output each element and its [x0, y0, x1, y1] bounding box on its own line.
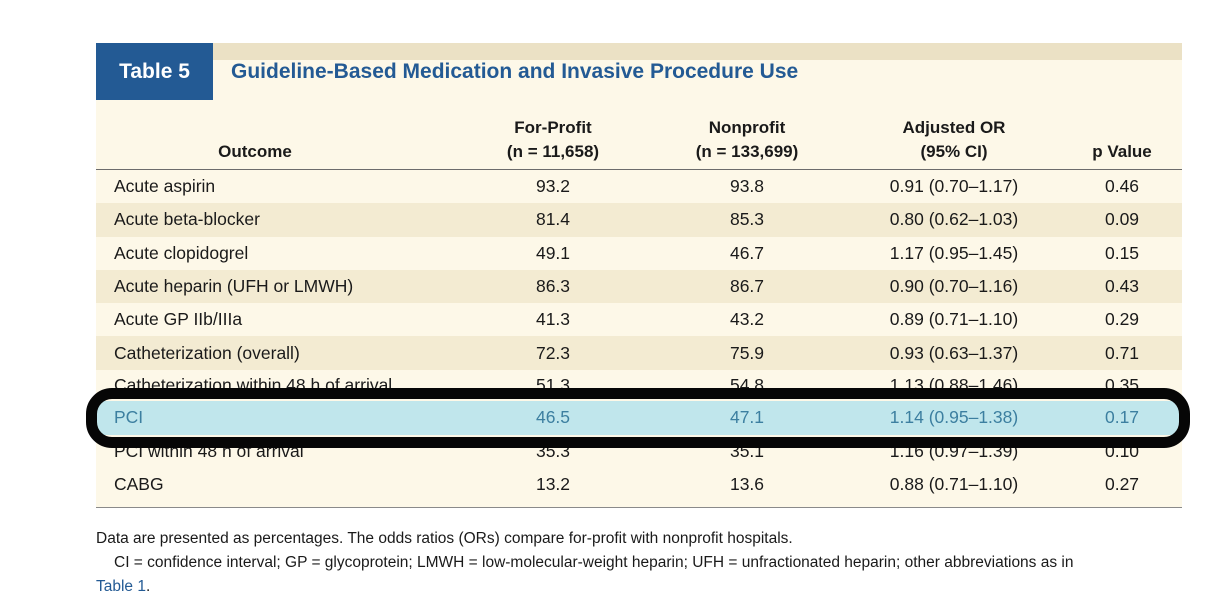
footnote-period: .: [145, 578, 151, 592]
for-profit-cell: 49.1: [535, 242, 571, 263]
table-row: Catheterization (overall) 72.3 75.9 0.93…: [96, 336, 1182, 370]
p-value-cell: 0.29: [1104, 309, 1140, 330]
table-title: Guideline-Based Medication and Invasive …: [231, 59, 799, 83]
p-value-cell: 0.35: [1104, 374, 1140, 390]
nonprofit-cell: 75.9: [729, 342, 765, 363]
for-profit-cell: 72.3: [535, 342, 571, 363]
table-title-bar: Table 5 Guideline-Based Medication and I…: [96, 43, 1182, 100]
table-1-link[interactable]: Table 1: [96, 578, 146, 592]
table-number: Table 5: [96, 43, 213, 100]
nonprofit-cell: 43.2: [729, 309, 765, 330]
nonprofit-cell: 85.3: [729, 209, 765, 230]
outcome-cell: PCI: [114, 407, 144, 428]
footnote-line-1: Data are presented as percentages. The o…: [96, 530, 793, 547]
table-row: Acute heparin (UFH or LMWH) 86.3 86.7 0.…: [96, 269, 1182, 304]
table-row: Acute beta-blocker 81.4 85.3 0.80 (0.62–…: [96, 203, 1182, 237]
outcome-cell: Catheterization (overall): [114, 342, 300, 363]
for-profit-cell: 86.3: [535, 276, 571, 297]
p-value-cell: 0.15: [1104, 242, 1140, 263]
p-value-cell: 0.09: [1104, 209, 1140, 230]
nonprofit-cell: 13.6: [729, 474, 765, 495]
for-profit-cell: 13.2: [535, 474, 571, 495]
nonprofit-cell: 46.7: [729, 242, 765, 263]
column-header-outcome: Outcome: [218, 142, 292, 161]
outcome-cell: Catheterization within 48 h of arrival: [114, 374, 393, 390]
adjusted-or-cell: 0.88 (0.71–1.10): [889, 474, 1019, 495]
column-header-for-profit: For-Profit (n = 11,658): [506, 118, 600, 161]
column-header-adjusted-or: Adjusted OR (95% CI): [902, 118, 1006, 161]
for-profit-cell: 81.4: [535, 209, 571, 230]
outcome-cell: Acute heparin (UFH or LMWH): [114, 276, 354, 297]
outcome-cell: Acute clopidogrel: [114, 242, 249, 263]
table-footnote: Data are presented as percentages. The o…: [96, 527, 1186, 592]
table-row-highlighted-pci: PCI 46.5 47.1 1.14 (0.95–1.38) 0.17: [86, 387, 1190, 448]
p-value-cell: 0.43: [1104, 276, 1140, 297]
p-value-cell: 0.71: [1104, 342, 1140, 363]
adjusted-or-cell: 0.90 (0.70–1.16): [889, 276, 1019, 297]
footnote-line-3: Table 1.: [96, 575, 1186, 592]
outcome-cell: PCI within 48 h of arrival: [114, 440, 304, 461]
for-profit-cell: 35.3: [535, 440, 571, 461]
row-separator: [96, 389, 1182, 401]
adjusted-or-cell: 1.17 (0.95–1.45): [889, 242, 1019, 263]
adjusted-or-cell: 1.14 (0.95–1.38): [889, 407, 1019, 428]
adjusted-or-cell: 1.16 (0.97–1.39): [889, 440, 1019, 461]
table-row: Acute GP IIb/IIIa 41.3 43.2 0.89 (0.71–1…: [96, 303, 1182, 336]
table-row: PCI within 48 h of arrival 35.3 35.1 1.1…: [96, 435, 1182, 468]
column-header-p-value: p Value: [1092, 142, 1152, 161]
column-header-nonprofit: Nonprofit (n = 133,699): [695, 118, 799, 161]
data-table: Table 5 Guideline-Based Medication and I…: [86, 43, 1190, 509]
table-row: Acute aspirin 93.2 93.8 0.91 (0.70–1.17)…: [96, 170, 1182, 203]
nonprofit-cell: 93.8: [729, 176, 765, 197]
p-value-cell: 0.27: [1104, 474, 1140, 495]
adjusted-or-cell: 1.13 (0.88–1.46): [889, 374, 1019, 390]
outcome-cell: Acute beta-blocker: [114, 209, 260, 230]
table-row: Acute clopidogrel 49.1 46.7 1.17 (0.95–1…: [96, 237, 1182, 270]
for-profit-cell: 46.5: [535, 407, 571, 428]
p-value-cell: 0.17: [1104, 407, 1140, 428]
outcome-cell: Acute aspirin: [114, 176, 216, 197]
table-header-row: Outcome For-Profit (n = 11,658) Nonprofit…: [96, 60, 1182, 170]
adjusted-or-cell: 0.93 (0.63–1.37): [889, 342, 1019, 363]
outcome-cell: Acute GP IIb/IIIa: [114, 309, 243, 330]
table-body: Outcome For-Profit (n = 11,658) Nonprofit…: [86, 60, 1190, 509]
for-profit-cell: 51.3: [535, 374, 571, 390]
p-value-cell: 0.46: [1104, 176, 1140, 197]
for-profit-cell: 41.3: [535, 309, 571, 330]
for-profit-cell: 93.2: [535, 176, 571, 197]
nonprofit-cell: 54.8: [729, 374, 765, 390]
adjusted-or-cell: 0.91 (0.70–1.17): [889, 176, 1019, 197]
table-row: CABG 13.2 13.6 0.88 (0.71–1.10) 0.27: [96, 468, 1182, 501]
adjusted-or-cell: 0.80 (0.62–1.03): [889, 209, 1019, 230]
nonprofit-cell: 47.1: [729, 407, 765, 428]
table-row-partially-hidden: Catheterization within 48 h of arrival 5…: [96, 370, 1182, 390]
adjusted-or-cell: 0.89 (0.71–1.10): [889, 309, 1019, 330]
footnote-line-2: CI = confidence interval; GP = glycoprot…: [114, 554, 1074, 571]
nonprofit-cell: 35.1: [729, 440, 765, 461]
nonprofit-cell: 86.7: [729, 276, 765, 297]
p-value-cell: 0.10: [1104, 440, 1140, 461]
outcome-cell: CABG: [114, 474, 164, 495]
